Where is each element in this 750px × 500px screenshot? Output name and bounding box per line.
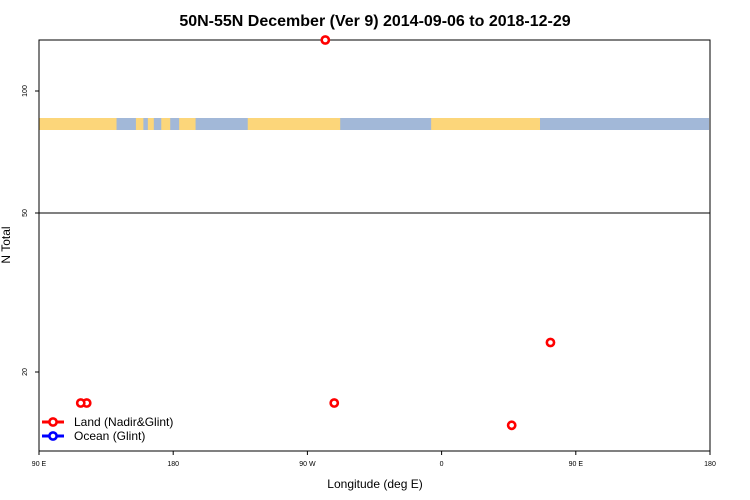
x-axis: 90 E 180 90 W 0 90 E 180 [32, 451, 716, 468]
y-axis: 20 50 100 [22, 85, 39, 376]
land-band-segment-3 [247, 118, 341, 130]
land-band-segment-7 [161, 118, 171, 130]
plot-area-frame [38, 39, 711, 452]
y-axis-label: N Total [0, 226, 13, 263]
x-tick-label-3: 0 [440, 461, 444, 468]
chart-title: 50N-55N December (Ver 9) 2014-09-06 to 2… [179, 13, 570, 30]
y-tick-label-100: 100 [22, 85, 29, 97]
data-points [75, 35, 556, 431]
legend-label-ocean: Ocean (Glint) [74, 429, 145, 443]
point-0-3 [506, 420, 517, 431]
ocean-band [40, 118, 709, 130]
point-0-1 [320, 35, 331, 45]
legend-marker-ocean [48, 431, 58, 441]
land-band-segment-4 [431, 118, 541, 130]
x-tick-label-0: 90 E [32, 461, 47, 468]
y-tick-label-20: 20 [22, 368, 29, 376]
point-0-2 [329, 398, 340, 408]
x-tick-label-1: 180 [167, 461, 179, 468]
legend-label-land: Land (Nadir&Glint) [74, 415, 173, 429]
point-0-4 [545, 337, 556, 348]
land-band-segment-1 [135, 118, 144, 130]
surface-band [39, 118, 709, 130]
land-band-segment-2 [179, 118, 196, 130]
x-tick-label-4: 90 E [569, 461, 584, 468]
legend: Land (Nadir&Glint) Ocean (Glint) [42, 415, 173, 443]
land-band-segment-0 [39, 118, 117, 130]
land-band-segment-6 [147, 118, 154, 130]
legend-marker-land [48, 417, 58, 427]
y-tick-label-50: 50 [22, 209, 29, 217]
point-0-5 [75, 398, 86, 408]
x-axis-label: Longitude (deg E) [327, 477, 422, 491]
x-tick-label-5: 180 [704, 461, 716, 468]
x-tick-label-2: 90 W [299, 461, 316, 468]
